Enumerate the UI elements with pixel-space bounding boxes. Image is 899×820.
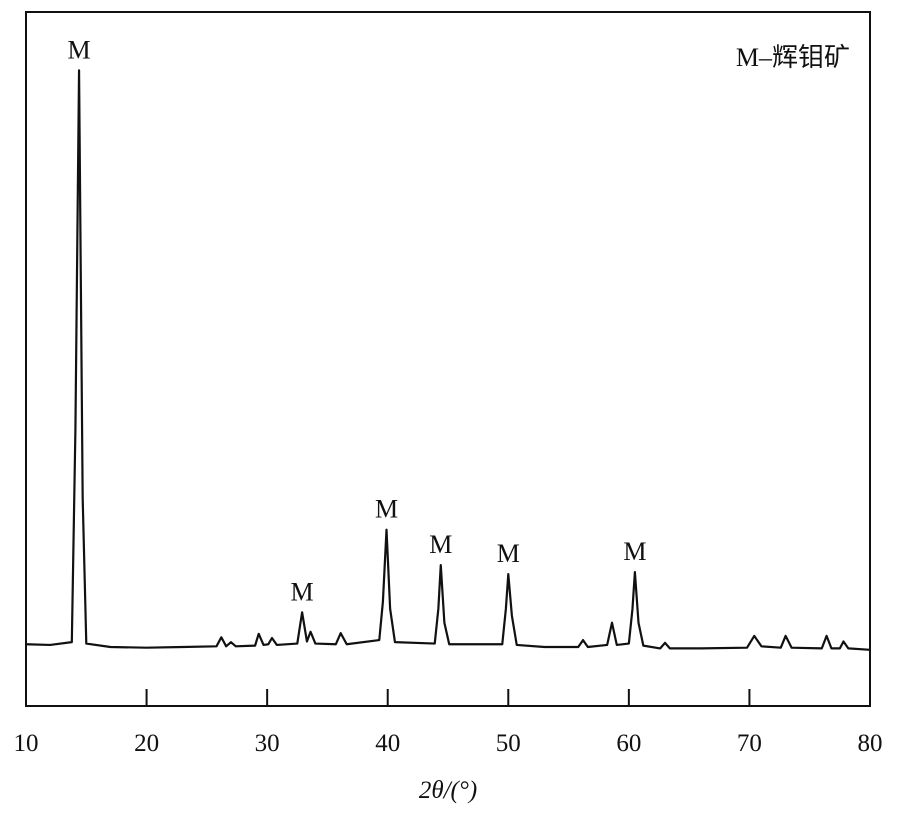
x-tick-label: 80 bbox=[858, 730, 883, 757]
x-tick-label: 70 bbox=[737, 730, 762, 757]
x-tick-label: 10 bbox=[14, 730, 39, 757]
peak-label: M bbox=[67, 35, 90, 64]
legend-note: M–辉钼矿 bbox=[736, 43, 850, 72]
x-tick-label: 40 bbox=[375, 730, 400, 757]
x-axis-title: 2θ/(°) bbox=[419, 777, 477, 804]
x-tick-label: 60 bbox=[616, 730, 641, 757]
x-tick-label: 30 bbox=[255, 730, 280, 757]
peak-label: M bbox=[375, 495, 398, 524]
x-tick-label: 50 bbox=[496, 730, 521, 757]
xrd-pattern bbox=[25, 69, 871, 651]
peak-label: M bbox=[291, 577, 314, 606]
peak-label: M bbox=[623, 537, 646, 566]
x-tick-label: 20 bbox=[134, 730, 159, 757]
peak-label: M bbox=[429, 530, 452, 559]
plot-frame bbox=[25, 11, 871, 707]
peak-label: M bbox=[497, 539, 520, 568]
